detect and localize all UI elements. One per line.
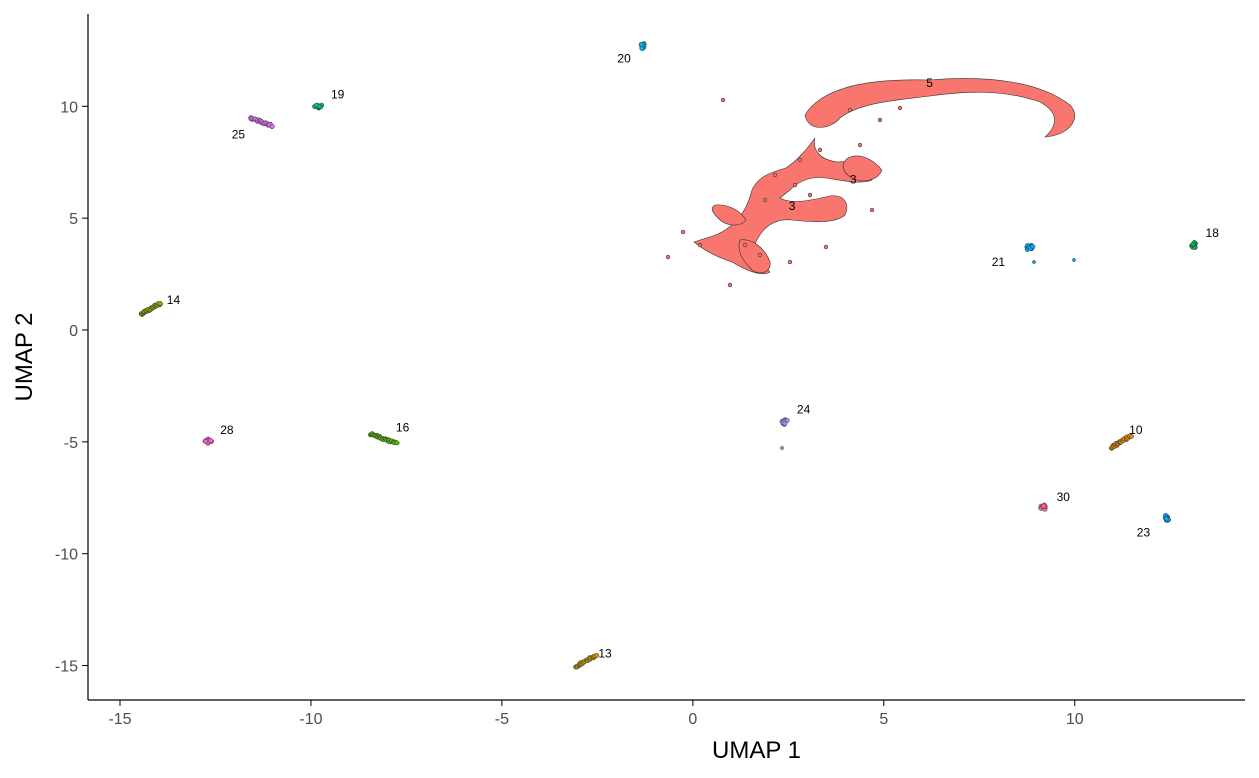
cluster-28-points (202, 436, 215, 446)
cluster-14-points (138, 300, 163, 317)
y-tick-label: 5 (69, 211, 78, 228)
cluster-3-point (847, 107, 853, 113)
x-tick-label: 5 (879, 711, 888, 728)
x-tick-label: 0 (688, 711, 697, 728)
cluster-24-points (779, 417, 790, 427)
x-tick-label: -5 (495, 711, 509, 728)
cluster-25-points (248, 115, 275, 129)
cluster-20-point (639, 45, 645, 51)
cluster-21-point (1032, 260, 1036, 264)
cluster-label-14: 14 (167, 293, 181, 307)
cluster-30-point (1041, 503, 1047, 509)
cluster-3-point (817, 147, 823, 153)
cluster-18-point (1190, 241, 1196, 247)
cluster-label-5: 5 (926, 76, 933, 90)
cluster-label-3: 3 (850, 172, 857, 186)
cluster-3-point (792, 182, 798, 188)
cluster-3-right-lobe (842, 155, 883, 182)
cluster-3-point (757, 252, 763, 258)
cluster-3-point (807, 192, 813, 198)
cluster-3-point (797, 157, 803, 163)
cluster-label-10: 10 (1129, 423, 1143, 437)
cluster-28-point (203, 438, 208, 444)
cluster-label-23: 23 (1137, 526, 1151, 540)
cluster-13-point (594, 652, 600, 658)
cluster-label-30: 30 (1057, 490, 1071, 504)
cluster-25-point (269, 123, 275, 129)
cluster-3-point (857, 142, 863, 148)
cluster-30-points (1038, 502, 1048, 512)
cluster-3-point (823, 244, 829, 250)
cluster-21-point (1072, 258, 1076, 262)
cluster-10-point (1128, 433, 1134, 439)
y-tick-label: 10 (60, 99, 78, 116)
cluster-label-3: 3 (789, 199, 796, 213)
cluster-label-16: 16 (396, 421, 410, 435)
cluster-3-upper-arc (804, 78, 1075, 138)
cluster-14-point (157, 300, 163, 306)
points-layer (138, 41, 1198, 670)
cluster-3-point (772, 172, 778, 178)
cluster-3-left-lobe (711, 204, 747, 226)
x-tick-label: 10 (1066, 711, 1084, 728)
cluster-21-point (1030, 244, 1036, 250)
cluster-24-point (782, 420, 788, 426)
cluster-3-middle-band (693, 137, 873, 275)
cluster-3-low-lobe (738, 239, 771, 274)
cluster-3-point (665, 254, 671, 260)
cluster-label-24: 24 (797, 403, 811, 417)
y-axis-title: UMAP 2 (11, 313, 38, 402)
cluster-24-point (780, 446, 784, 450)
cluster-label-13: 13 (598, 647, 612, 661)
cluster-3-point (697, 242, 703, 248)
x-tick-label: -15 (108, 711, 131, 728)
cluster-3-point (742, 242, 748, 248)
cluster-3-point (720, 97, 726, 103)
cluster-10-points (1108, 433, 1134, 451)
cluster-23-points (1162, 512, 1172, 523)
cluster-labels-layer: 3 3 5 10 13 14 16 18 19 20 21 23 24 25 28 30 (167, 51, 1219, 660)
cluster-3-point (877, 117, 883, 123)
axes-layer: -15 -10 -5 0 5 10 -15 -10 -5 0 5 10 UMAP 1 UMAP 2 (11, 14, 1245, 764)
cluster-16-point (394, 440, 400, 446)
x-tick-label: -10 (299, 711, 322, 728)
x-axis-title: UMAP 1 (712, 737, 801, 764)
cluster-label-25: 25 (232, 128, 246, 142)
cluster-23-point (1164, 516, 1170, 522)
cluster-label-18: 18 (1206, 226, 1220, 240)
cluster-19-points (312, 102, 325, 111)
cluster-3-point (727, 282, 733, 288)
cluster-21-points (1024, 242, 1036, 252)
cluster-16-points (368, 431, 400, 446)
cluster-3-point (787, 259, 793, 265)
cluster-label-19: 19 (331, 87, 345, 101)
cluster-3-point (869, 207, 875, 213)
y-tick-label: -15 (55, 659, 78, 676)
cluster-3-point (762, 197, 768, 203)
y-tick-label: -10 (55, 547, 78, 564)
y-tick-label: -5 (64, 435, 78, 452)
cluster-28-point (208, 438, 214, 444)
cluster-18-points (1189, 240, 1198, 250)
cluster-3-point (897, 105, 903, 111)
cluster-label-21: 21 (992, 255, 1006, 269)
cluster-20-points (638, 41, 647, 51)
cluster-3-point (680, 229, 686, 235)
cluster-19-point (313, 102, 319, 108)
cluster-3-cloud (665, 78, 1075, 288)
y-tick-label: 0 (69, 323, 78, 340)
cluster-label-28: 28 (220, 423, 234, 437)
cluster-label-20: 20 (617, 51, 631, 65)
cluster-20-point (638, 41, 644, 47)
cluster-13-points (573, 652, 600, 670)
